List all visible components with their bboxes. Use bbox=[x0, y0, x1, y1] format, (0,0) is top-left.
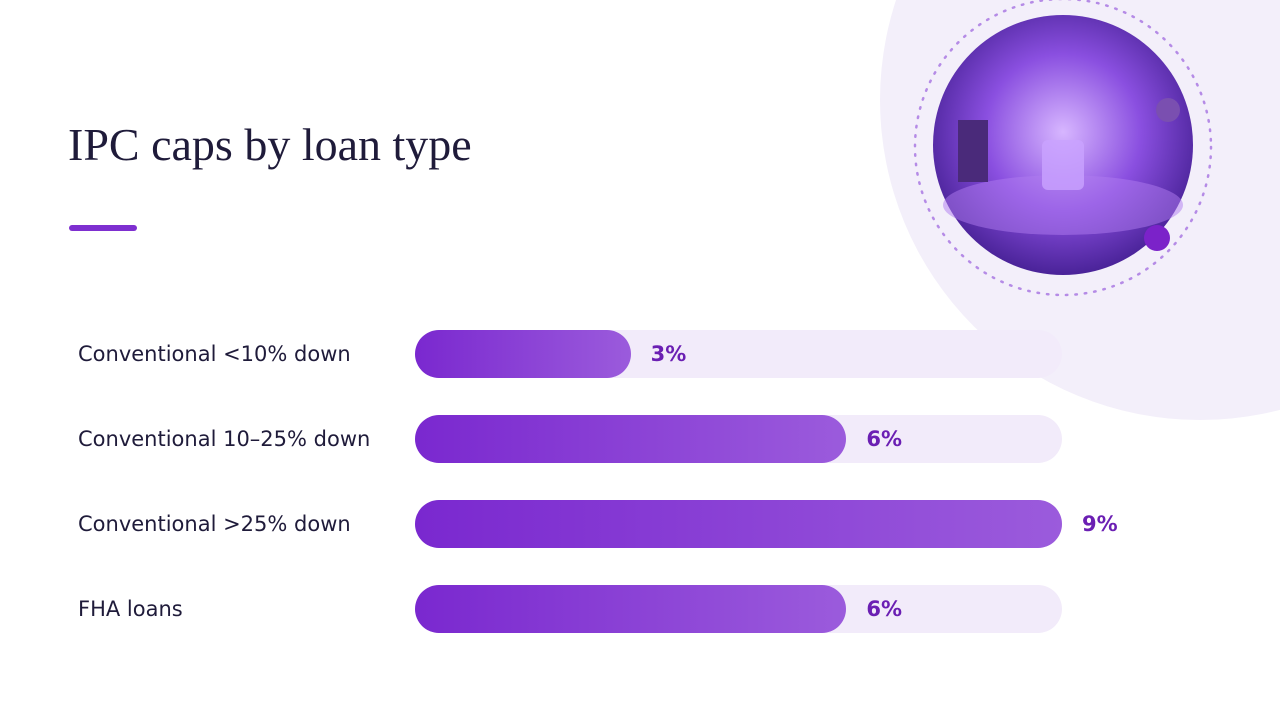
category-label: Conventional >25% down bbox=[78, 512, 351, 536]
value-label: 3% bbox=[650, 342, 687, 366]
bar bbox=[415, 415, 847, 463]
value-label: 9% bbox=[1082, 512, 1118, 536]
bar bbox=[415, 585, 847, 633]
image-pedestal bbox=[1042, 140, 1084, 190]
category-label: Conventional <10% down bbox=[78, 342, 351, 366]
bar bbox=[415, 330, 631, 378]
value-label: 6% bbox=[866, 597, 902, 621]
image-planet bbox=[1156, 98, 1180, 122]
image-building bbox=[958, 120, 988, 182]
bar bbox=[415, 500, 1062, 548]
value-label: 6% bbox=[866, 427, 902, 451]
accent-dot bbox=[1144, 225, 1170, 251]
slide-title: IPC caps by loan type bbox=[68, 119, 472, 170]
category-label: Conventional 10–25% down bbox=[78, 427, 371, 451]
category-label: FHA loans bbox=[78, 597, 183, 621]
title-underline bbox=[69, 225, 137, 231]
image-glow bbox=[943, 175, 1183, 235]
dotted-ring bbox=[913, 0, 1213, 297]
